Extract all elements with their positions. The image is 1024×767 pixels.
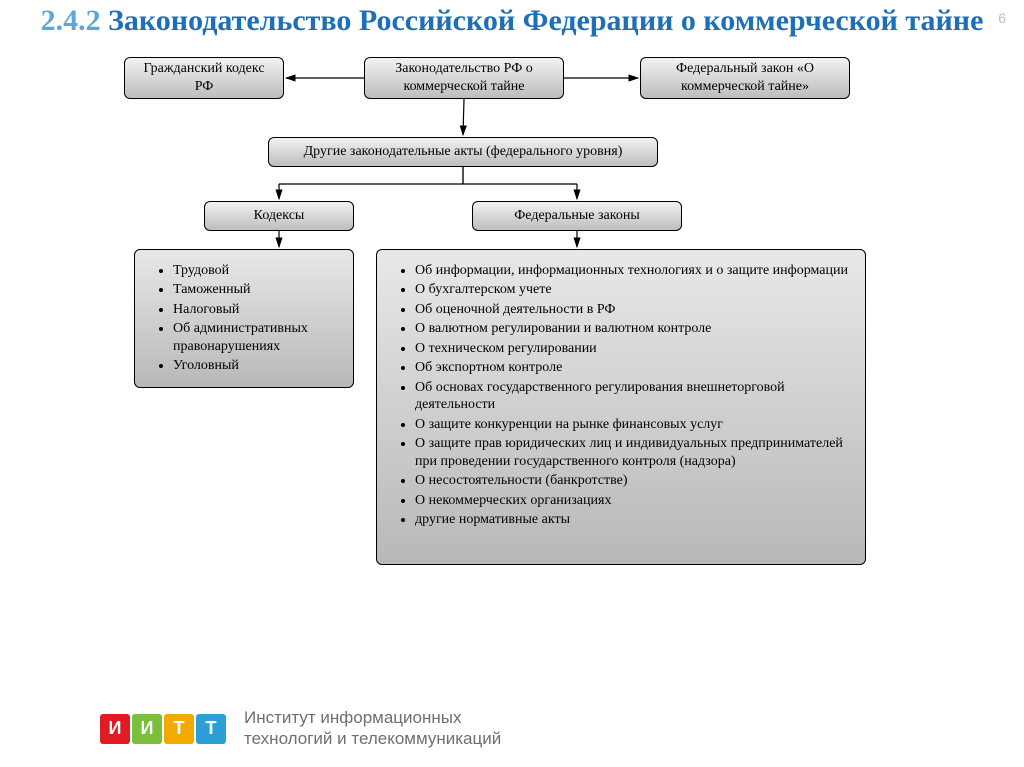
list-item: Об экспортном контроле xyxy=(415,359,855,377)
slide-title: 2.4.2 Законодательство Российской Федера… xyxy=(0,0,1024,39)
node-n_right: Федеральный закон «О коммерческой тайне» xyxy=(640,57,850,99)
list-item: Налоговый xyxy=(173,301,343,319)
section-number: 2.4.2 xyxy=(41,4,101,37)
logo: ИИТТ xyxy=(100,714,226,744)
logo-square: И xyxy=(100,714,130,744)
list-item: О некоммерческих организациях xyxy=(415,492,855,510)
page-number: 6 xyxy=(998,10,1006,26)
flowchart: Гражданский кодекс РФ Законодательство РФ… xyxy=(0,39,1024,649)
logo-square: Т xyxy=(196,714,226,744)
node-n_codes: Кодексы xyxy=(204,201,354,231)
list-item: другие нормативные акты xyxy=(415,511,855,529)
footer-line-2: технологий и телекоммуникаций xyxy=(244,729,501,749)
footer-line-1: Институт информационных xyxy=(244,708,501,728)
list-item: О несостоятельности (банкротстве) xyxy=(415,472,855,490)
list-item: Об основах государственного регулировани… xyxy=(415,379,855,414)
list-item: Таможенный xyxy=(173,281,343,299)
list-item: О техническом регулировании xyxy=(415,340,855,358)
federal-laws-list: Об информации, информационных технология… xyxy=(376,249,866,565)
footer: ИИТТ Институт информационных технологий … xyxy=(100,708,501,749)
list-item: О бухгалтерском учете xyxy=(415,281,855,299)
list-item: Уголовный xyxy=(173,357,343,375)
logo-square: И xyxy=(132,714,162,744)
title-text: Законодательство Российской Федерации о … xyxy=(108,4,983,37)
logo-square: Т xyxy=(164,714,194,744)
node-n_left: Гражданский кодекс РФ xyxy=(124,57,284,99)
list-item: Об оценочной деятельности в РФ xyxy=(415,301,855,319)
codes-list: ТрудовойТаможенный НалоговыйОб администра… xyxy=(134,249,354,388)
node-n_flaws: Федеральные законы xyxy=(472,201,682,231)
node-n_other: Другие законодательные акты (федеральног… xyxy=(268,137,658,167)
institute-name: Институт информационных технологий и тел… xyxy=(244,708,501,749)
list-item: Об информации, информационных технология… xyxy=(415,262,855,280)
list-item: Трудовой xyxy=(173,262,343,280)
node-n_center: Законодательство РФ о коммерческой тайне xyxy=(364,57,564,99)
list-item: О защите прав юридических лиц и индивиду… xyxy=(415,435,855,470)
list-item: О валютном регулировании и валютном конт… xyxy=(415,320,855,338)
list-item: О защите конкуренции на рынке финансовых… xyxy=(415,416,855,434)
list-item: Об административных правонарушениях xyxy=(173,320,343,355)
